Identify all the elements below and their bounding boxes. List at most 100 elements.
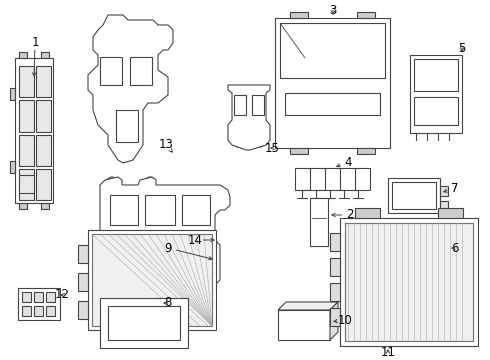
Text: 1: 1 xyxy=(31,36,39,49)
Bar xyxy=(340,218,478,346)
Circle shape xyxy=(345,223,355,233)
Circle shape xyxy=(463,223,473,233)
Bar xyxy=(357,12,375,18)
Bar xyxy=(15,58,53,203)
Bar xyxy=(19,203,27,209)
Bar xyxy=(438,208,463,218)
Bar xyxy=(252,95,264,115)
Text: 12: 12 xyxy=(54,288,70,302)
Polygon shape xyxy=(278,302,338,310)
Bar xyxy=(290,148,308,154)
Text: 7: 7 xyxy=(451,181,459,194)
Polygon shape xyxy=(330,302,338,340)
Bar xyxy=(92,234,212,326)
Bar xyxy=(278,310,330,340)
Bar xyxy=(330,283,340,301)
Bar xyxy=(355,208,380,218)
Bar xyxy=(130,57,152,85)
Bar xyxy=(118,330,186,340)
Bar xyxy=(330,258,340,276)
Text: 5: 5 xyxy=(458,41,466,54)
Bar xyxy=(92,234,212,326)
Bar xyxy=(19,66,34,97)
Bar xyxy=(22,306,31,316)
Bar xyxy=(275,18,390,148)
Bar xyxy=(19,175,34,193)
Text: 15: 15 xyxy=(265,141,279,154)
Circle shape xyxy=(107,177,117,187)
Bar xyxy=(88,230,216,330)
Text: 2: 2 xyxy=(346,208,354,221)
Bar xyxy=(36,66,51,97)
Circle shape xyxy=(256,139,264,147)
Bar xyxy=(78,245,88,263)
Bar xyxy=(36,169,51,200)
Circle shape xyxy=(145,30,155,40)
Bar xyxy=(19,135,34,166)
Bar xyxy=(388,178,440,213)
Bar xyxy=(357,148,375,154)
Text: 10: 10 xyxy=(338,314,352,327)
Polygon shape xyxy=(88,15,173,163)
Bar xyxy=(78,273,88,291)
Bar xyxy=(22,292,31,302)
Bar xyxy=(130,245,158,275)
Circle shape xyxy=(205,192,215,202)
Circle shape xyxy=(145,177,155,187)
Text: 6: 6 xyxy=(451,242,459,255)
Bar xyxy=(19,100,34,131)
Text: 11: 11 xyxy=(381,346,395,359)
Bar xyxy=(182,195,210,225)
Text: 9: 9 xyxy=(164,242,172,255)
Bar xyxy=(330,233,340,251)
Bar xyxy=(440,186,448,196)
Circle shape xyxy=(328,122,336,130)
Bar xyxy=(440,201,448,211)
Circle shape xyxy=(234,139,242,147)
Bar xyxy=(108,306,180,340)
Circle shape xyxy=(104,223,112,231)
Bar xyxy=(414,59,458,91)
Text: 4: 4 xyxy=(344,156,352,168)
Bar xyxy=(18,288,60,320)
Bar xyxy=(280,23,385,78)
Polygon shape xyxy=(100,177,230,325)
Bar xyxy=(36,100,51,131)
Bar xyxy=(34,292,43,302)
Text: 3: 3 xyxy=(329,4,337,17)
Circle shape xyxy=(111,25,121,35)
Bar xyxy=(330,308,340,326)
Bar xyxy=(110,195,138,225)
Text: 8: 8 xyxy=(164,297,171,310)
Bar xyxy=(290,12,308,18)
Bar xyxy=(392,229,444,263)
Bar xyxy=(19,52,27,58)
Bar xyxy=(19,169,34,200)
Bar xyxy=(116,110,138,142)
Text: 14: 14 xyxy=(188,234,202,247)
Bar xyxy=(295,168,370,190)
Bar xyxy=(145,195,175,225)
Polygon shape xyxy=(228,85,270,150)
Bar xyxy=(41,203,49,209)
Bar xyxy=(414,97,458,125)
Bar xyxy=(10,88,15,100)
Bar xyxy=(345,223,473,341)
Bar xyxy=(234,95,246,115)
Bar xyxy=(46,306,55,316)
Bar xyxy=(36,135,51,166)
Circle shape xyxy=(123,150,133,160)
Bar xyxy=(41,52,49,58)
Bar xyxy=(78,301,88,319)
Bar xyxy=(410,55,462,133)
Bar xyxy=(310,198,328,246)
Bar xyxy=(46,292,55,302)
Bar xyxy=(285,93,380,115)
Circle shape xyxy=(192,223,200,231)
Text: 13: 13 xyxy=(159,139,173,152)
Bar xyxy=(392,182,436,209)
Bar xyxy=(34,306,43,316)
Bar xyxy=(10,161,15,173)
Bar xyxy=(100,57,122,85)
Bar xyxy=(100,298,188,348)
